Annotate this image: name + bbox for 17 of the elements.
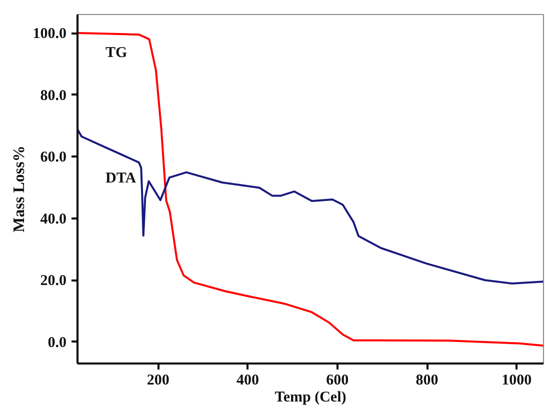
x-tick-label: 1000: [502, 372, 532, 388]
x-tick-label: 800: [416, 372, 438, 388]
y-tick-label: 0.0: [48, 334, 66, 351]
y-tick-label: 80.0: [40, 88, 66, 104]
series-label: TG: [106, 45, 128, 62]
series-label: DTA: [106, 170, 136, 186]
y-axis-title: Mass Loss%: [10, 146, 28, 232]
y-tick-label: 60.0: [40, 150, 66, 166]
x-tick-label: 600: [326, 372, 349, 388]
line-series: [78, 32, 544, 347]
x-axis-title: Temp (Cel): [274, 390, 346, 406]
x-tick-label: 400: [236, 372, 260, 388]
x-tick-label: 200: [146, 372, 170, 388]
y-tick-label: 100.0: [32, 26, 66, 42]
y-tick-label: 40.0: [40, 211, 66, 228]
line-series: [78, 128, 544, 285]
y-tick-label: 20.0: [40, 273, 66, 290]
